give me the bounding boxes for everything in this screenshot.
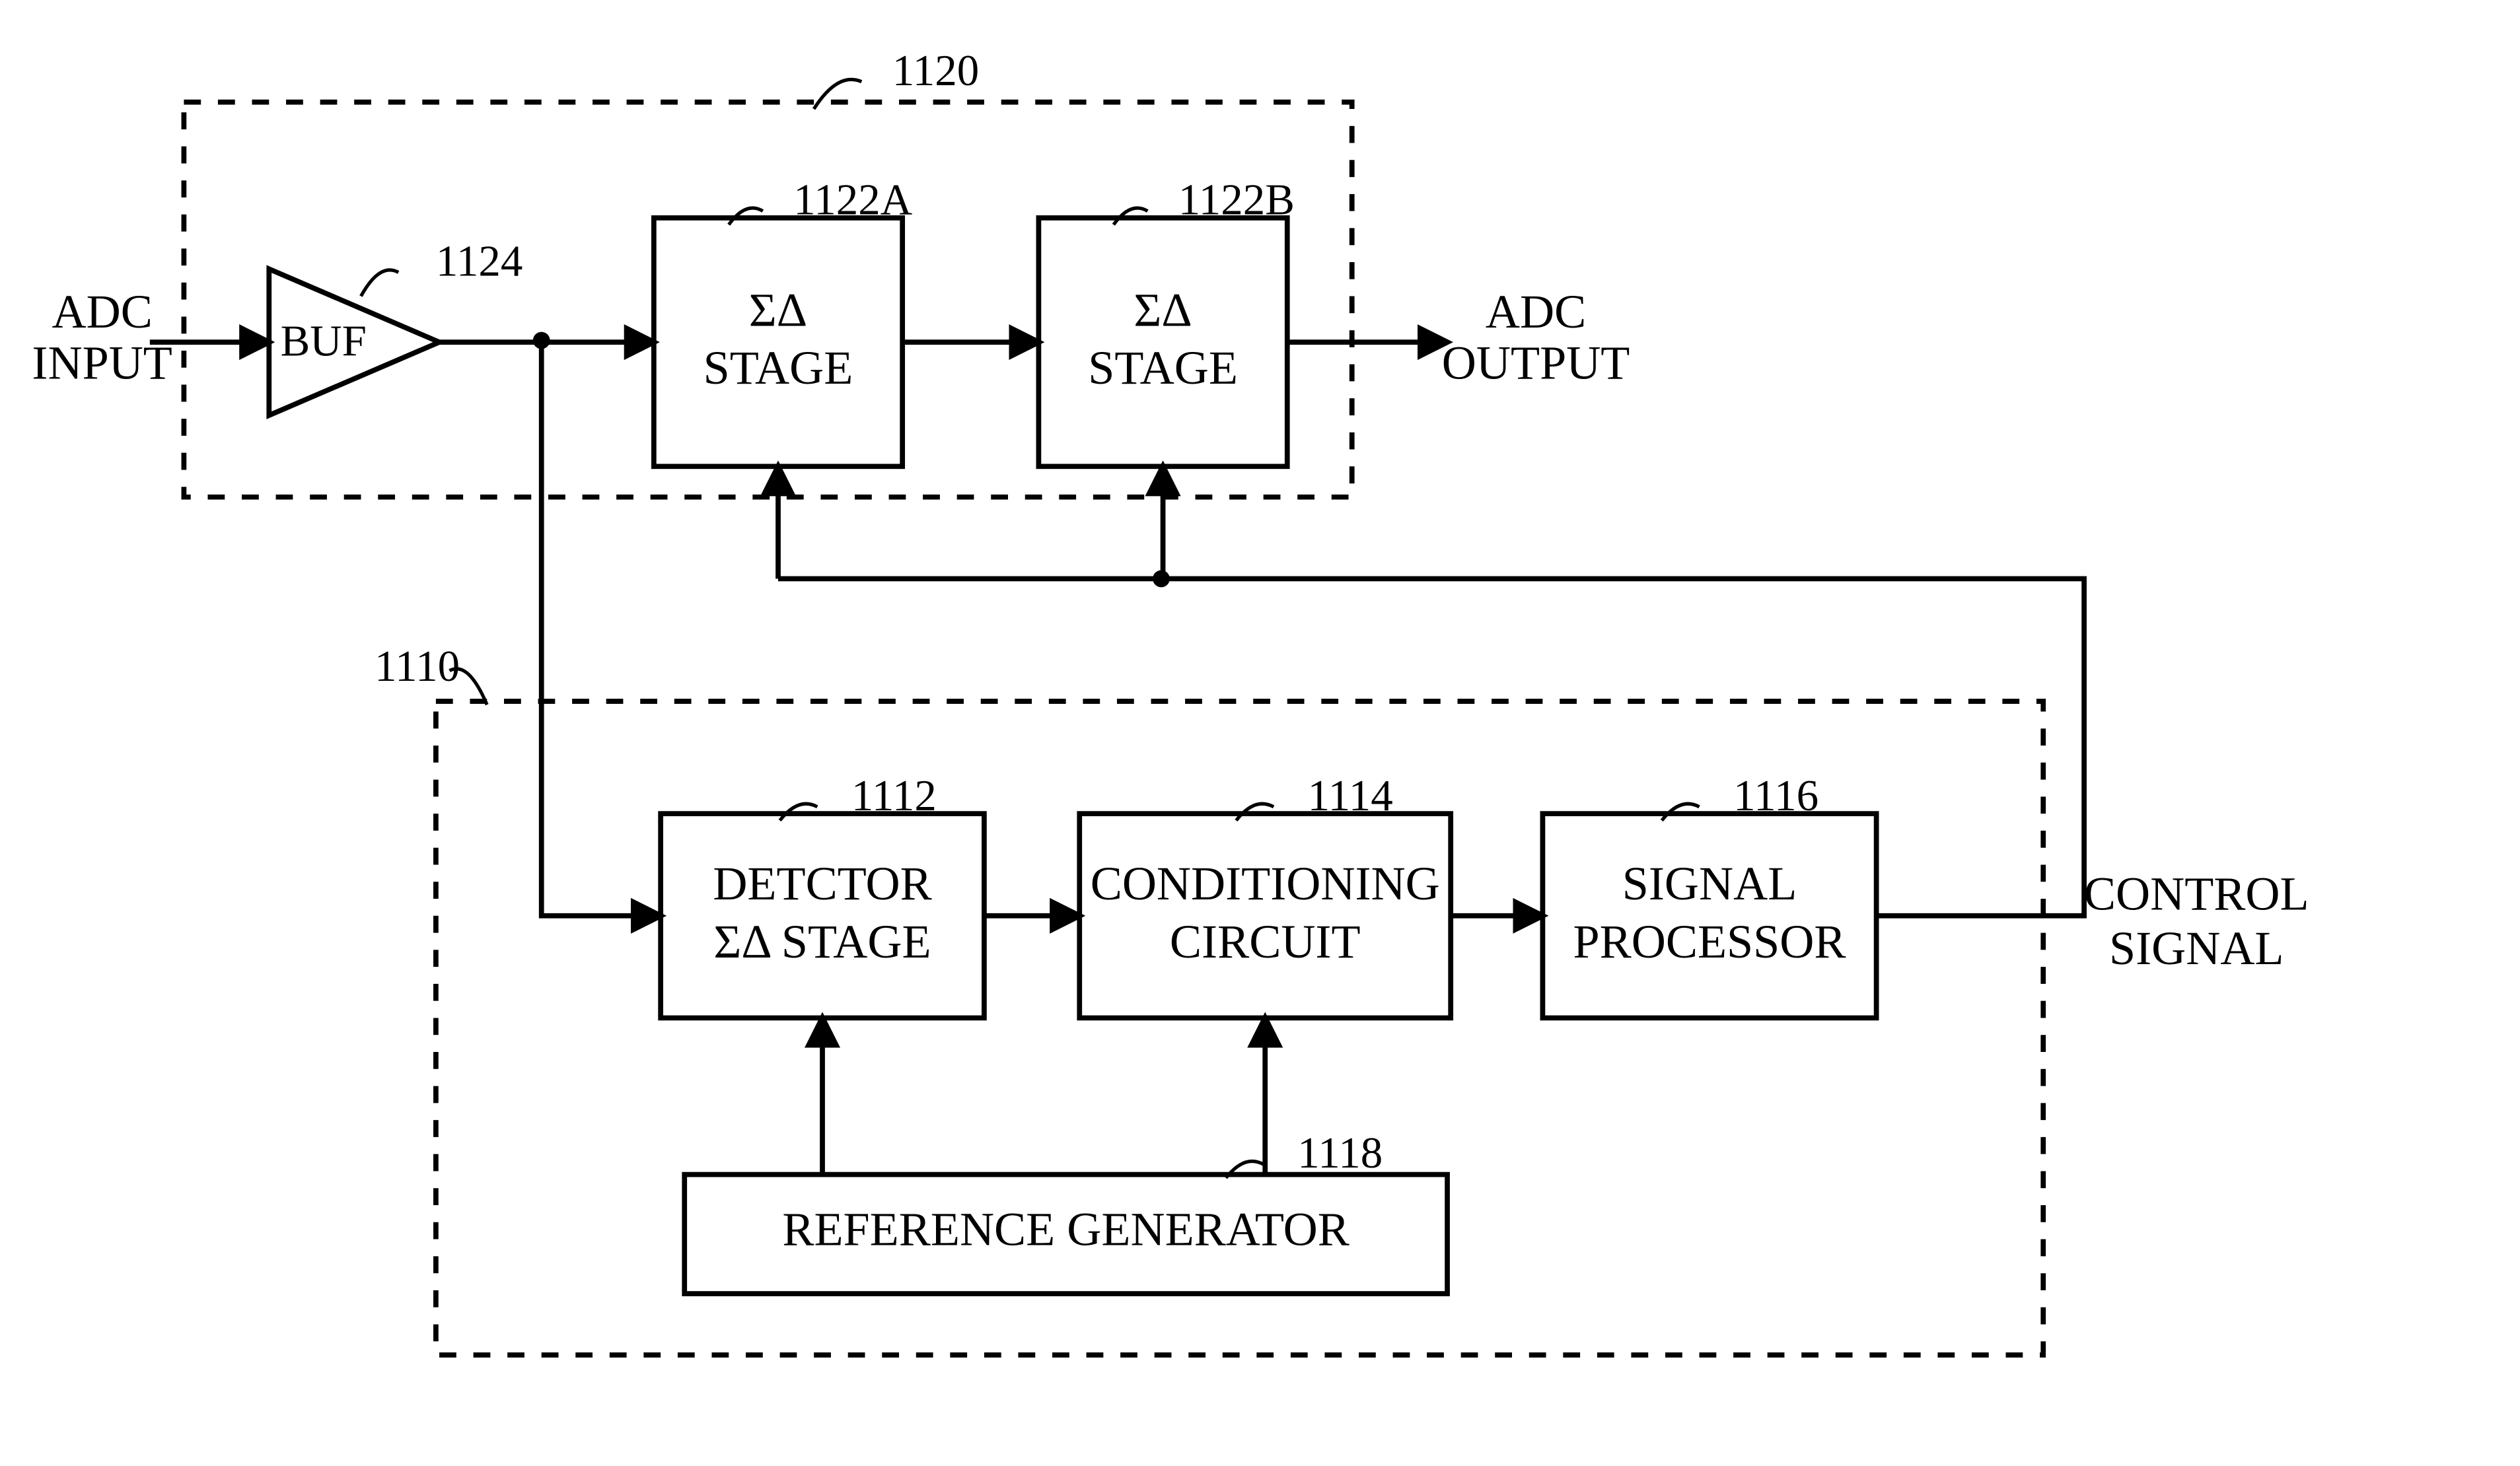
ref-label: 1114 xyxy=(1308,771,1393,820)
ref-label: 1124 xyxy=(436,236,523,285)
block-stage-b-line1: ΣΔ xyxy=(1134,283,1192,336)
ref-label: 1118 xyxy=(1297,1129,1383,1177)
ref-label: 1112 xyxy=(851,771,937,820)
ref-label: 1120 xyxy=(892,46,980,95)
block-detector-line2: ΣΔ STAGE xyxy=(713,915,931,968)
label-control-2: SIGNAL xyxy=(2109,922,2284,975)
block-stage-a-line2: STAGE xyxy=(703,341,853,394)
label-adc-output-2: OUTPUT xyxy=(1442,336,1630,389)
block-detector-line1: DETCTOR xyxy=(713,857,932,910)
ref-label: 1122A xyxy=(793,176,912,225)
junction-dot xyxy=(533,332,550,349)
label-adc-input-1: ADC xyxy=(52,285,152,338)
ref-label: 1116 xyxy=(1733,771,1818,820)
ref-label: 1110 xyxy=(375,642,460,691)
block-stage-b-line2: STAGE xyxy=(1088,341,1238,394)
label-control-1: CONTROL xyxy=(2084,868,2309,921)
ref-leader xyxy=(361,270,398,297)
wire-buf-to-detector xyxy=(542,342,661,916)
junction-dot xyxy=(1153,571,1170,588)
ref-label: 1122B xyxy=(1178,176,1295,225)
block-conditioning-line2: CIRCUIT xyxy=(1170,915,1361,968)
block-refgen-line1: REFERENCE GENERATOR xyxy=(782,1203,1350,1255)
block-processor-line1: SIGNAL xyxy=(1622,857,1797,910)
block-processor-line2: PROCESSOR xyxy=(1573,915,1846,968)
block-stage-a-line1: ΣΔ xyxy=(749,283,807,336)
buffer-label: BUF xyxy=(281,317,367,366)
label-adc-output-1: ADC xyxy=(1486,285,1586,338)
block-conditioning-line1: CONDITIONING xyxy=(1091,857,1440,910)
